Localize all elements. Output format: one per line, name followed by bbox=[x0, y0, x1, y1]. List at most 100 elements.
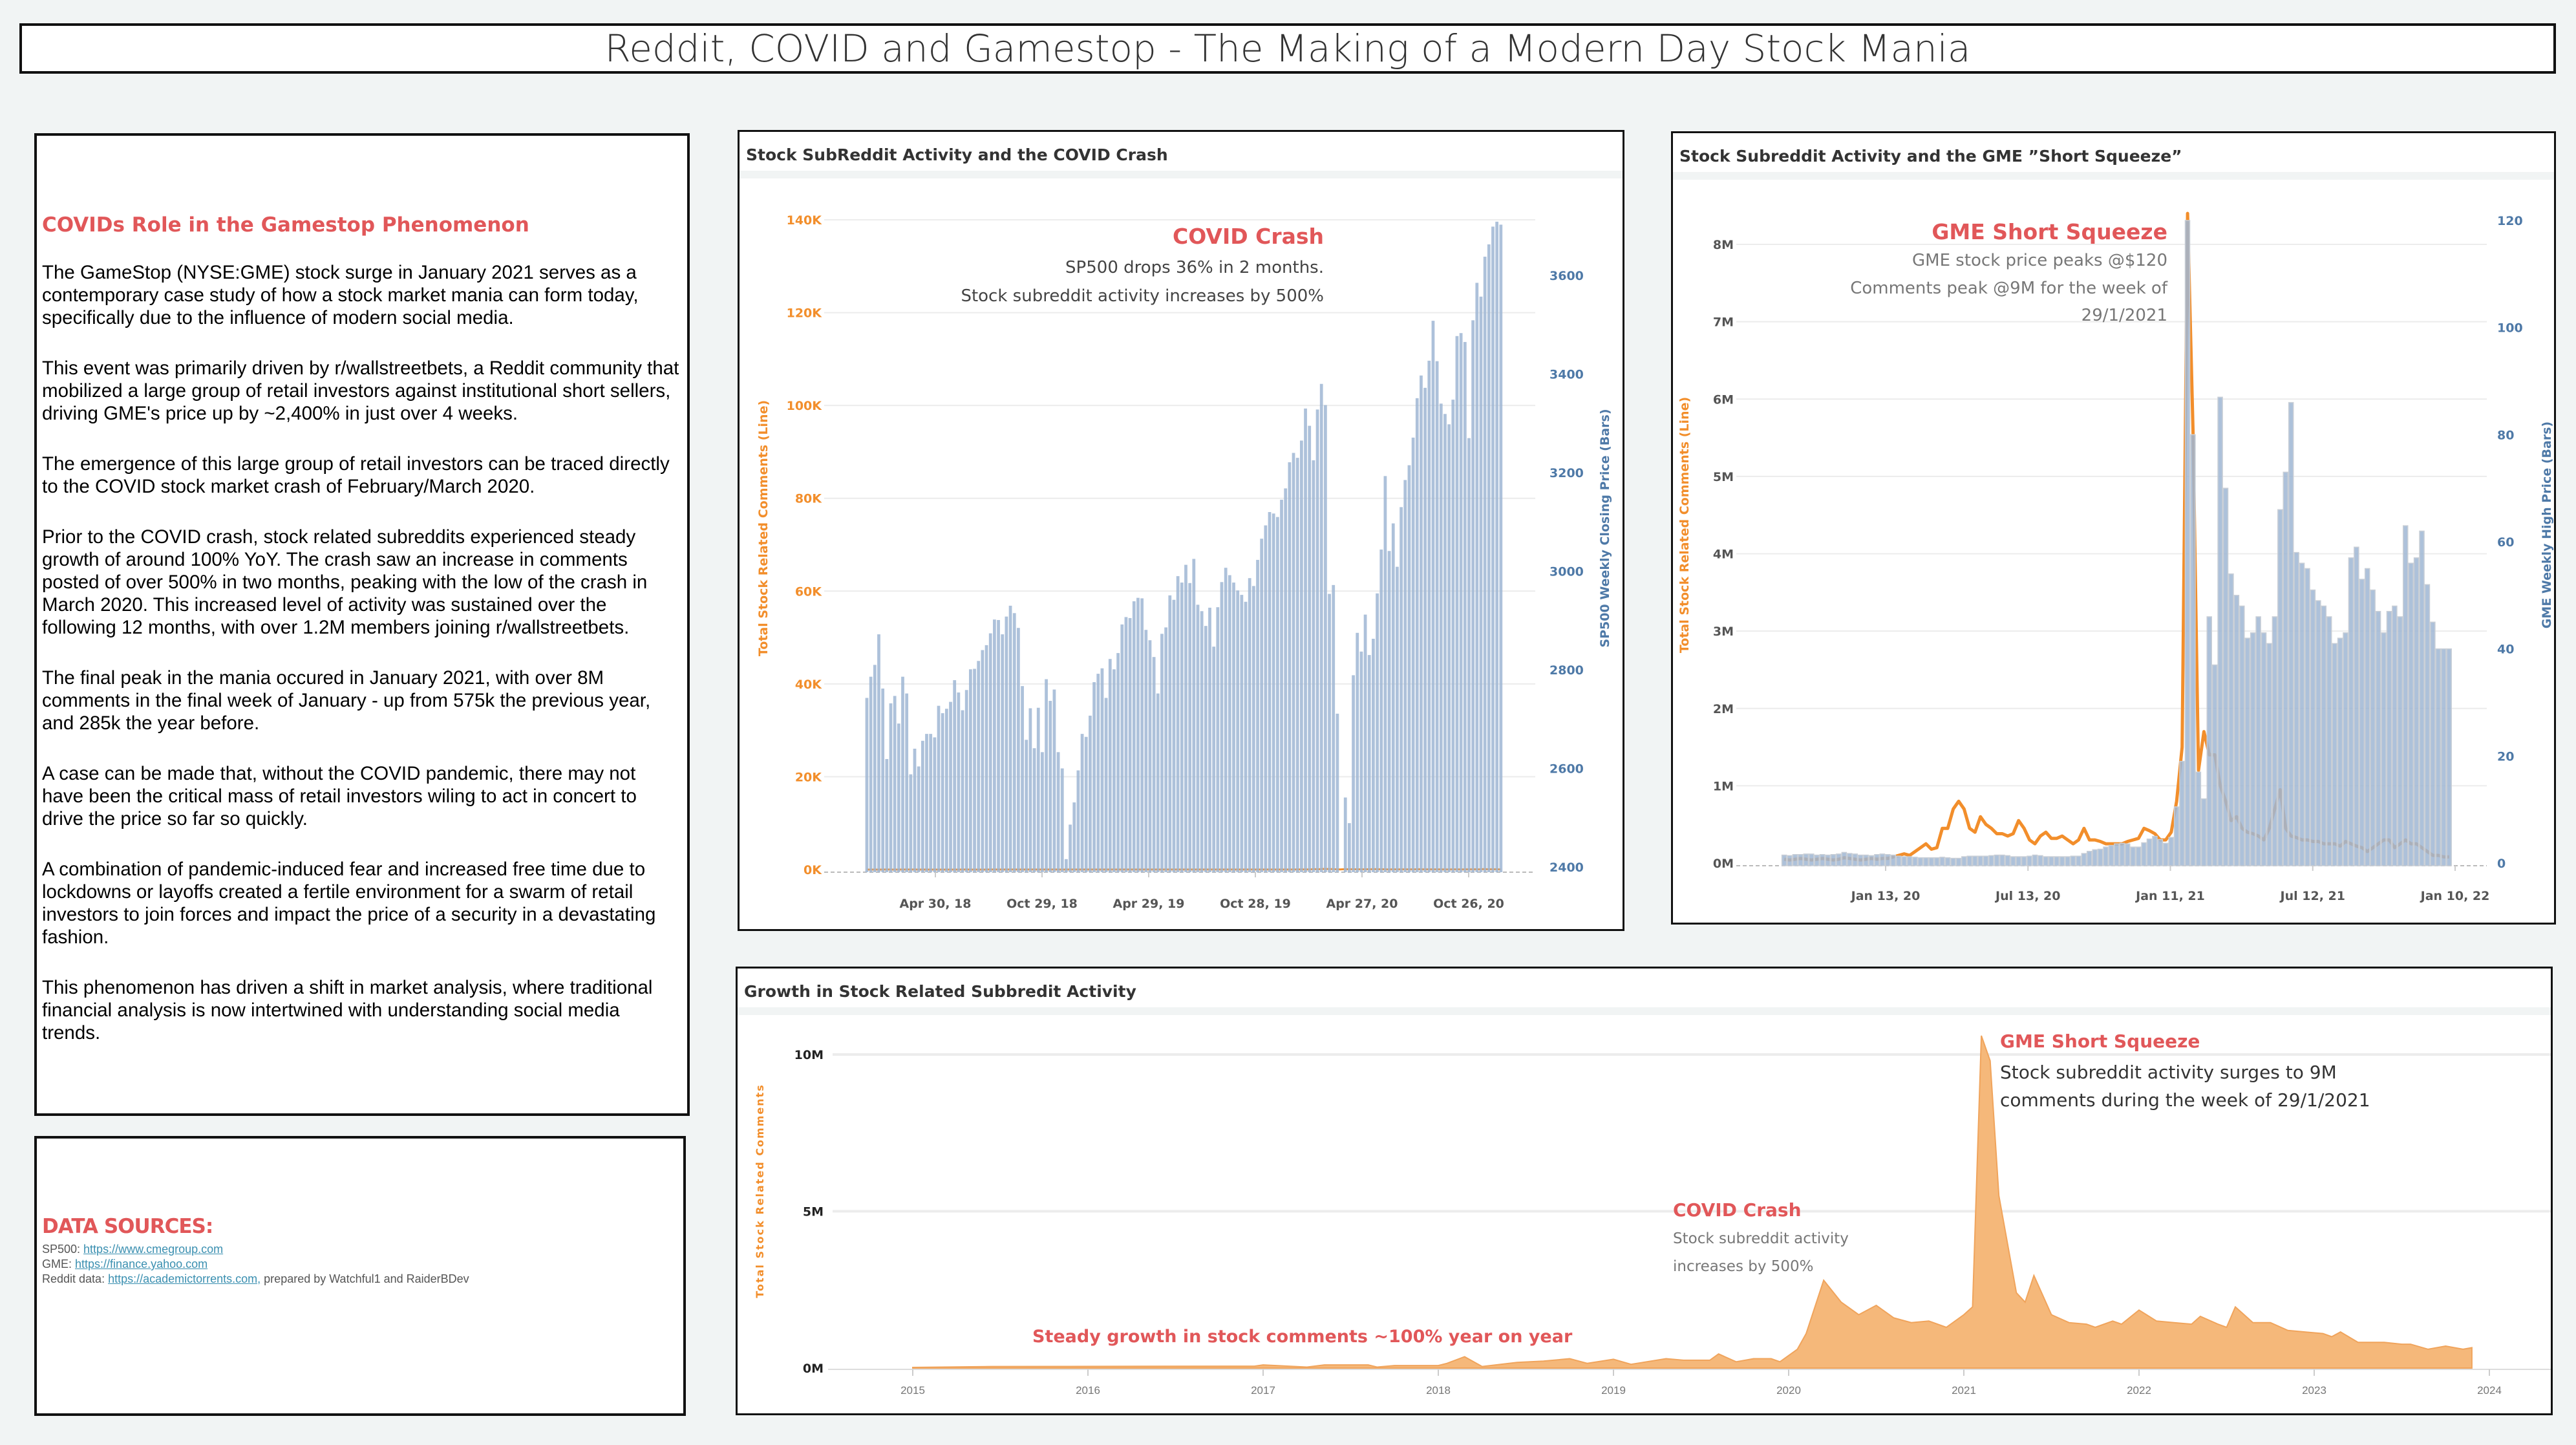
price-bar bbox=[1463, 341, 1467, 872]
price-bar bbox=[1352, 675, 1355, 872]
price-bar bbox=[1890, 854, 1896, 866]
x-tick-label: Jan 13, 20 bbox=[1850, 889, 1921, 903]
price-bar bbox=[1423, 387, 1427, 872]
price-bar bbox=[1180, 583, 1184, 872]
price-bar bbox=[1001, 634, 1005, 872]
price-bar bbox=[985, 645, 988, 872]
price-bar bbox=[1379, 549, 1383, 872]
story-heading: COVIDs Role in the Gamestop Phenomenon bbox=[42, 213, 529, 237]
story-paragraph: Prior to the COVID crash, stock related … bbox=[42, 526, 648, 638]
price-bar bbox=[1471, 320, 1475, 872]
price-bar bbox=[1112, 669, 1116, 872]
price-bar bbox=[1411, 437, 1415, 872]
price-bar bbox=[1108, 659, 1112, 872]
price-bar bbox=[1065, 859, 1068, 872]
price-bar bbox=[1363, 614, 1367, 872]
x-tick-label: 2024 bbox=[2477, 1384, 2502, 1397]
price-bar bbox=[2114, 843, 2120, 866]
price-bar bbox=[2233, 595, 2240, 866]
price-bar bbox=[1868, 855, 1875, 866]
price-bar bbox=[1950, 857, 1956, 866]
x-tick-label: Oct 28, 19 bbox=[1220, 897, 1291, 911]
y-right-tick-label: 3200 bbox=[1549, 466, 1584, 480]
price-bar bbox=[881, 688, 885, 872]
source-sp500: SP500: https://www.cmegroup.com bbox=[42, 1242, 683, 1257]
price-bar bbox=[1459, 333, 1463, 872]
annotation-text: Comments peak @9M for the week of bbox=[1850, 279, 2168, 298]
price-bar bbox=[1825, 854, 1831, 866]
y-axis-title: Total Stock Related Comments bbox=[754, 1084, 766, 1298]
y-left-tick-label: 140K bbox=[787, 213, 823, 228]
price-bar bbox=[1012, 613, 1016, 872]
price-bar bbox=[1359, 651, 1363, 872]
price-bar bbox=[2092, 849, 2098, 866]
price-bar bbox=[1025, 740, 1028, 872]
price-bar bbox=[2261, 632, 2267, 866]
price-bar bbox=[1852, 853, 1858, 866]
price-bar bbox=[1895, 855, 1902, 866]
price-bar bbox=[1292, 453, 1295, 872]
price-bar bbox=[1152, 657, 1156, 872]
x-tick-label: 2018 bbox=[1426, 1384, 1451, 1397]
price-bar bbox=[1220, 582, 1224, 872]
price-bar bbox=[2157, 839, 2164, 866]
price-bar bbox=[1248, 578, 1251, 872]
price-bar bbox=[1216, 607, 1220, 872]
price-bar bbox=[2326, 616, 2332, 866]
price-bar bbox=[2130, 846, 2136, 866]
price-bar bbox=[1983, 855, 1989, 866]
annotation-title: COVID Crash bbox=[1173, 224, 1324, 249]
price-bar bbox=[2446, 648, 2452, 866]
price-bar bbox=[2010, 856, 2016, 866]
price-bar bbox=[1120, 624, 1124, 872]
price-bar bbox=[2086, 851, 2092, 866]
price-bar bbox=[889, 703, 893, 872]
price-bar bbox=[1383, 476, 1387, 872]
price-bar bbox=[1324, 405, 1327, 872]
price-bar bbox=[2065, 856, 2070, 866]
x-tick-label: 2015 bbox=[900, 1384, 925, 1397]
story-paragraph: A case can be made that, without the COV… bbox=[42, 763, 637, 830]
price-bar bbox=[2375, 610, 2381, 866]
source-link-yahoo[interactable]: https://finance.yahoo.com bbox=[75, 1258, 208, 1270]
price-bar bbox=[2195, 771, 2202, 866]
source-link-academictorrents[interactable]: https://academictorrents.com, bbox=[108, 1272, 261, 1285]
price-bar bbox=[981, 650, 985, 872]
price-bar bbox=[2255, 616, 2261, 866]
price-bar bbox=[949, 701, 952, 872]
price-bar bbox=[921, 740, 924, 872]
price-bar bbox=[1451, 400, 1455, 872]
price-bar bbox=[1315, 409, 1319, 872]
price-bar bbox=[2163, 842, 2169, 866]
price-bar bbox=[1443, 414, 1447, 872]
price-bar bbox=[1356, 632, 1359, 872]
y-left-tick-label: 4M bbox=[1713, 548, 1734, 562]
price-bar bbox=[1499, 224, 1503, 872]
price-bar bbox=[1403, 480, 1407, 872]
price-bar bbox=[1089, 715, 1092, 872]
growth-area-chart: Growth in Stock Related Subbredit Activi… bbox=[738, 982, 2551, 1397]
price-bar bbox=[1228, 575, 1231, 872]
price-bar bbox=[1972, 855, 1978, 866]
x-tick-label: Apr 29, 19 bbox=[1112, 897, 1184, 911]
y-left-tick-label: 7M bbox=[1713, 316, 1734, 330]
y-tick-label: 5M bbox=[803, 1205, 824, 1219]
price-bar bbox=[1841, 851, 1847, 866]
y-left-tick-label: 8M bbox=[1713, 238, 1734, 252]
price-bar bbox=[1407, 465, 1411, 872]
price-bar bbox=[2294, 551, 2299, 866]
source-reddit: Reddit data: https://academictorrents.co… bbox=[42, 1272, 683, 1287]
source-link-cmegroup[interactable]: https://www.cmegroup.com bbox=[83, 1243, 224, 1256]
comments-area bbox=[912, 1035, 2473, 1369]
y-left-tick-label: 120K bbox=[787, 306, 823, 321]
price-bar bbox=[2402, 525, 2409, 866]
price-bar bbox=[1479, 296, 1483, 873]
price-bar bbox=[2168, 837, 2174, 866]
header-divider bbox=[740, 171, 1623, 178]
price-bar bbox=[1391, 523, 1395, 872]
price-bar bbox=[1906, 856, 1913, 866]
price-bar bbox=[2392, 605, 2398, 866]
price-bar bbox=[1272, 513, 1275, 872]
price-bar bbox=[913, 749, 917, 872]
gme-squeeze-chart: Stock Subreddit Activity and the GME ”Sh… bbox=[1673, 147, 2554, 903]
